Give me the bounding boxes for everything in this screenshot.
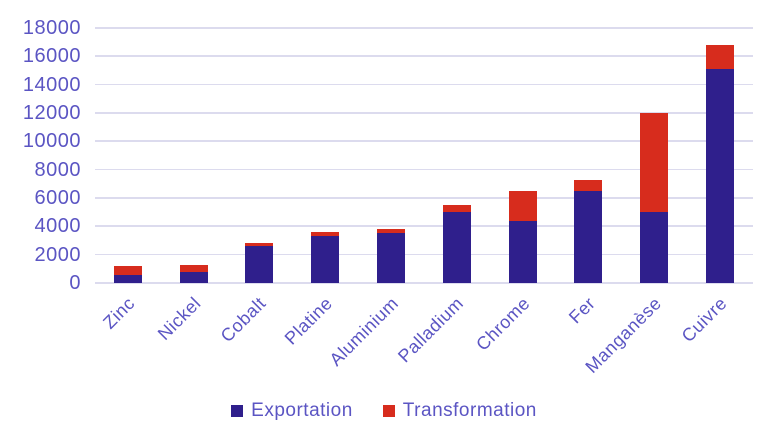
legend-label-exportation: Exportation <box>251 400 353 421</box>
legend-swatch-exportation <box>231 405 244 417</box>
y-tick-label-8000: 8000 <box>34 158 81 181</box>
legend-label-transformation: Transformation <box>402 400 537 421</box>
y-tick-label-10000: 10000 <box>22 130 81 153</box>
gridline-18000 <box>95 27 753 29</box>
bar-slot-nickel <box>161 28 227 283</box>
y-tick-label-12000: 12000 <box>22 102 81 124</box>
bars-container <box>95 28 753 283</box>
y-tick-label-4000: 4000 <box>34 215 81 238</box>
bar-aluminium <box>377 229 406 283</box>
bar-zinc <box>113 266 142 283</box>
bar-cobalt <box>245 243 274 283</box>
gridline-14000 <box>95 83 753 86</box>
segment-exportation-cobalt <box>245 246 274 283</box>
legend-item-exportation: Exportation <box>231 400 353 422</box>
segment-exportation-aluminium <box>377 233 406 283</box>
y-axis: 0 2000 4000 6000 8000 10000 12000 14000 16000 180… <box>0 18 87 293</box>
x-category-label-zinc: Zinc <box>98 293 139 333</box>
plot-area <box>95 27 753 284</box>
y-tick-label-14000: 14000 <box>22 73 81 96</box>
bar-nickel <box>179 264 208 283</box>
gridline-16000 <box>95 55 753 57</box>
x-category-label-cobalt: Cobalt <box>217 293 271 347</box>
gridline-8000 <box>95 168 753 171</box>
y-tick-label-16000: 16000 <box>22 45 81 68</box>
gridline-10000 <box>95 140 753 142</box>
gridline-12000 <box>95 112 753 114</box>
bar-slot-mangan-se <box>621 28 687 283</box>
legend: Exportation Transformation <box>0 400 768 422</box>
segment-transformation-cuivre <box>706 45 735 70</box>
segment-transformation-fer <box>574 179 603 191</box>
bar-palladium <box>442 205 471 283</box>
bar-slot-palladium <box>424 28 490 283</box>
x-category-label-aluminium: Aluminium <box>325 293 402 370</box>
bar-slot-cobalt <box>227 28 293 283</box>
legend-item-transformation: Transformation <box>382 400 537 422</box>
x-category-label-cuivre: Cuivre <box>677 293 731 347</box>
x-category-label-chrome: Chrome <box>471 293 534 355</box>
bar-mangan-se <box>640 113 669 283</box>
segment-exportation-nickel <box>179 271 208 283</box>
segment-transformation-platine <box>311 232 340 237</box>
y-tick-label-0: 0 <box>69 272 81 294</box>
segment-transformation-palladium <box>442 205 471 213</box>
segment-exportation-mangan-se <box>640 212 669 283</box>
bar-slot-fer <box>556 28 622 283</box>
x-category-label-palladium: Palladium <box>394 293 468 367</box>
y-tick-label-18000: 18000 <box>22 17 81 39</box>
segment-exportation-chrome <box>508 220 537 283</box>
bar-slot-platine <box>292 28 358 283</box>
segment-exportation-zinc <box>113 274 142 283</box>
gridline-6000 <box>95 197 753 199</box>
bar-platine <box>311 232 340 283</box>
bar-slot-chrome <box>490 28 556 283</box>
gridline-0 <box>95 282 753 284</box>
segment-transformation-mangan-se <box>640 113 669 213</box>
segment-transformation-chrome <box>508 190 537 221</box>
x-axis: Zinc Nickel Cobalt Platine Aluminium Palladiu… <box>95 290 753 390</box>
y-tick-label-2000: 2000 <box>34 243 81 266</box>
segment-exportation-palladium <box>442 212 471 283</box>
gridline-2000 <box>95 253 753 256</box>
segment-transformation-cobalt <box>245 243 274 247</box>
x-category-label-fer: Fer <box>564 293 600 328</box>
bar-slot-zinc <box>95 28 161 283</box>
segment-exportation-platine <box>311 236 340 283</box>
x-category-label-platine: Platine <box>280 293 337 349</box>
segment-transformation-aluminium <box>377 229 406 234</box>
x-category-label-nickel: Nickel <box>153 293 205 344</box>
bar-cuivre <box>706 45 735 283</box>
segment-transformation-zinc <box>113 266 142 275</box>
segment-exportation-cuivre <box>706 69 735 283</box>
bar-slot-aluminium <box>358 28 424 283</box>
y-tick-label-6000: 6000 <box>34 187 81 209</box>
bar-slot-cuivre <box>687 28 753 283</box>
bar-fer <box>574 179 603 283</box>
segment-exportation-fer <box>574 190 603 283</box>
legend-swatch-transformation <box>382 405 395 417</box>
segment-transformation-nickel <box>179 264 208 272</box>
bar-chrome <box>508 190 537 283</box>
gridline-4000 <box>95 225 753 227</box>
